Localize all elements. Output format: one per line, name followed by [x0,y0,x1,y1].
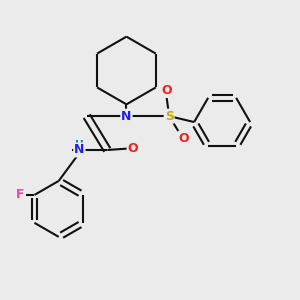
Text: H: H [75,140,84,150]
Text: N: N [74,143,85,157]
Text: O: O [128,142,138,155]
Text: F: F [16,188,24,201]
Text: N: N [121,110,132,123]
Text: S: S [165,110,174,123]
Text: O: O [161,84,172,97]
Text: O: O [178,132,189,145]
